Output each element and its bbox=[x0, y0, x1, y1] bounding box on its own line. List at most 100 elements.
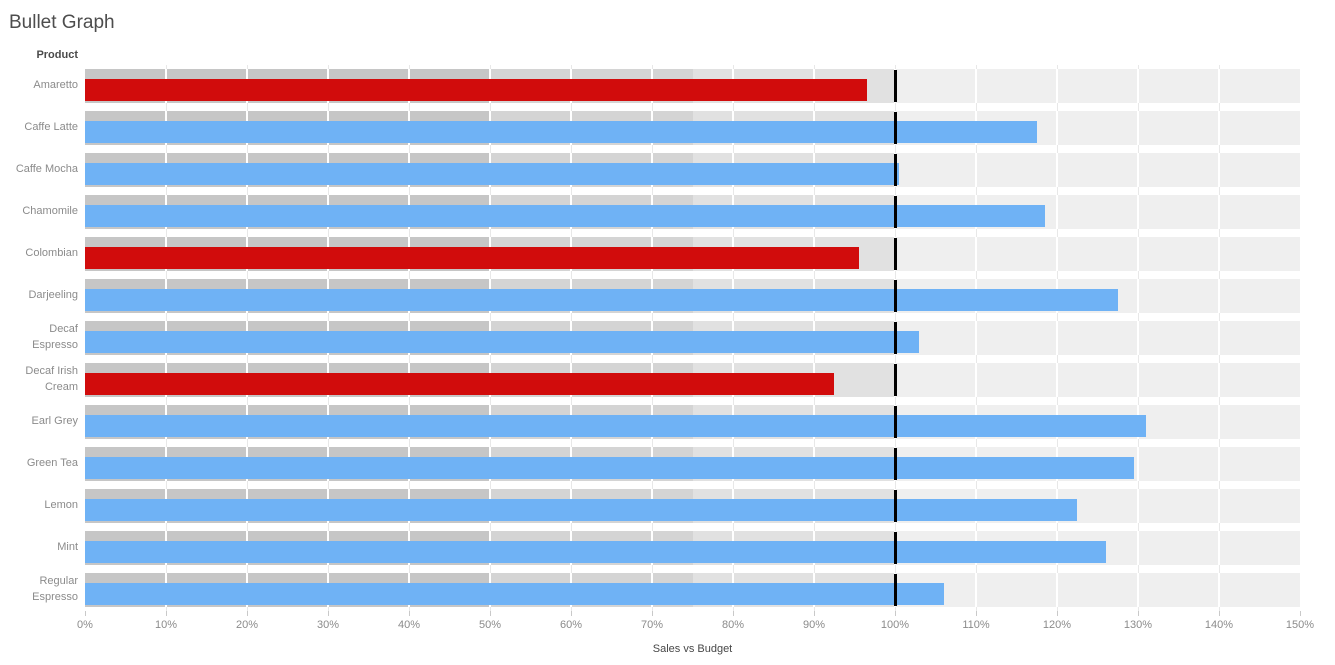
band-gridline bbox=[1218, 279, 1220, 313]
band-gridline bbox=[1137, 279, 1139, 313]
x-axis-tick-label: 70% bbox=[640, 619, 664, 631]
qualitative-band bbox=[895, 363, 1300, 397]
band-gridline bbox=[1056, 363, 1058, 397]
bullet-row bbox=[85, 111, 1300, 145]
category-label[interactable]: Decaf Espresso bbox=[32, 323, 78, 351]
band-gridline bbox=[1137, 321, 1139, 355]
band-gridline bbox=[975, 237, 977, 271]
bullet-row bbox=[85, 489, 1300, 523]
band-gridline bbox=[1056, 195, 1058, 229]
category-label[interactable]: Earl Grey bbox=[31, 415, 78, 428]
x-axis-tick bbox=[408, 611, 410, 616]
category-label[interactable]: Colombian bbox=[25, 247, 78, 260]
value-bar[interactable] bbox=[85, 499, 1078, 521]
budget-reference-line bbox=[893, 490, 897, 522]
band-gridline bbox=[975, 573, 977, 607]
band-gridline bbox=[1137, 69, 1139, 103]
budget-reference-line bbox=[893, 406, 897, 438]
value-bar[interactable] bbox=[85, 205, 1045, 227]
value-bar[interactable] bbox=[85, 373, 835, 395]
bullet-row bbox=[85, 321, 1300, 355]
band-gridline bbox=[1056, 573, 1058, 607]
bullet-row bbox=[85, 195, 1300, 229]
x-axis-tick-label: 90% bbox=[802, 619, 826, 631]
qualitative-band bbox=[895, 573, 1300, 607]
band-gridline bbox=[1137, 195, 1139, 229]
band-gridline bbox=[1137, 489, 1139, 523]
x-axis-tick-label: 140% bbox=[1204, 619, 1234, 631]
budget-reference-line bbox=[893, 574, 897, 606]
band-gridline bbox=[1137, 111, 1139, 145]
budget-reference-line bbox=[893, 238, 897, 270]
budget-reference-line bbox=[893, 364, 897, 396]
value-bar[interactable] bbox=[85, 247, 859, 269]
bullet-row bbox=[85, 237, 1300, 271]
category-label[interactable]: Green Tea bbox=[26, 457, 78, 470]
qualitative-band bbox=[895, 153, 1300, 187]
x-axis-tick-label: 110% bbox=[962, 619, 990, 631]
x-axis-tick bbox=[570, 611, 572, 616]
qualitative-band bbox=[895, 69, 1300, 103]
category-label[interactable]: Darjeeling bbox=[28, 289, 78, 302]
bullet-row bbox=[85, 363, 1300, 397]
budget-reference-line bbox=[893, 280, 897, 312]
bullet-row bbox=[85, 573, 1300, 607]
value-bar[interactable] bbox=[85, 289, 1118, 311]
category-label[interactable]: Decaf Irish Cream bbox=[25, 365, 78, 393]
category-label[interactable]: Caffe Mocha bbox=[15, 163, 78, 176]
bullet-row bbox=[85, 153, 1300, 187]
x-axis-tick-label: 0% bbox=[77, 619, 93, 631]
x-axis-tick bbox=[1137, 611, 1139, 616]
value-bar[interactable] bbox=[85, 79, 867, 101]
x-axis-tick bbox=[84, 611, 86, 616]
band-gridline bbox=[975, 321, 977, 355]
bullet-row bbox=[85, 447, 1300, 481]
value-bar[interactable] bbox=[85, 583, 944, 605]
x-axis-tick-label: 120% bbox=[1042, 619, 1072, 631]
value-bar[interactable] bbox=[85, 541, 1106, 563]
value-bar[interactable] bbox=[85, 121, 1037, 143]
band-gridline bbox=[1137, 153, 1139, 187]
band-gridline bbox=[1137, 237, 1139, 271]
category-label[interactable]: Caffe Latte bbox=[24, 121, 78, 134]
band-gridline bbox=[1137, 531, 1139, 565]
band-gridline bbox=[1218, 111, 1220, 145]
budget-reference-line bbox=[893, 70, 897, 102]
x-axis-tick bbox=[1056, 611, 1058, 616]
row-header-label: Product bbox=[36, 49, 78, 61]
x-axis-tick bbox=[651, 611, 653, 616]
qualitative-band bbox=[895, 237, 1300, 271]
band-gridline bbox=[1218, 405, 1220, 439]
band-gridline bbox=[1218, 573, 1220, 607]
x-axis-tick-label: 130% bbox=[1123, 619, 1153, 631]
x-axis-tick bbox=[894, 611, 896, 616]
x-axis-tick-label: 10% bbox=[154, 619, 178, 631]
bullet-row bbox=[85, 69, 1300, 103]
band-gridline bbox=[1218, 489, 1220, 523]
band-gridline bbox=[975, 69, 977, 103]
category-label[interactable]: Amaretto bbox=[33, 79, 78, 92]
category-label[interactable]: Regular Espresso bbox=[32, 575, 78, 603]
chart-title: Bullet Graph bbox=[9, 12, 115, 33]
band-gridline bbox=[1137, 363, 1139, 397]
category-label[interactable]: Chamomile bbox=[22, 205, 78, 218]
budget-reference-line bbox=[893, 448, 897, 480]
x-axis-tick-label: 100% bbox=[880, 619, 910, 631]
band-gridline bbox=[1056, 69, 1058, 103]
band-gridline bbox=[1218, 153, 1220, 187]
x-axis-tick bbox=[1218, 611, 1220, 616]
bullet-row bbox=[85, 405, 1300, 439]
value-bar[interactable] bbox=[85, 415, 1147, 437]
band-gridline bbox=[1218, 363, 1220, 397]
value-bar[interactable] bbox=[85, 457, 1134, 479]
x-axis-tick-label: 20% bbox=[235, 619, 259, 631]
value-bar[interactable] bbox=[85, 163, 899, 185]
band-gridline bbox=[1137, 447, 1139, 481]
category-label[interactable]: Mint bbox=[57, 541, 78, 554]
value-bar[interactable] bbox=[85, 331, 920, 353]
category-label[interactable]: Lemon bbox=[44, 499, 78, 512]
x-axis-title: Sales vs Budget bbox=[652, 643, 733, 655]
budget-reference-line bbox=[893, 196, 897, 228]
band-gridline bbox=[1056, 111, 1058, 145]
x-axis-tick-label: 50% bbox=[478, 619, 502, 631]
